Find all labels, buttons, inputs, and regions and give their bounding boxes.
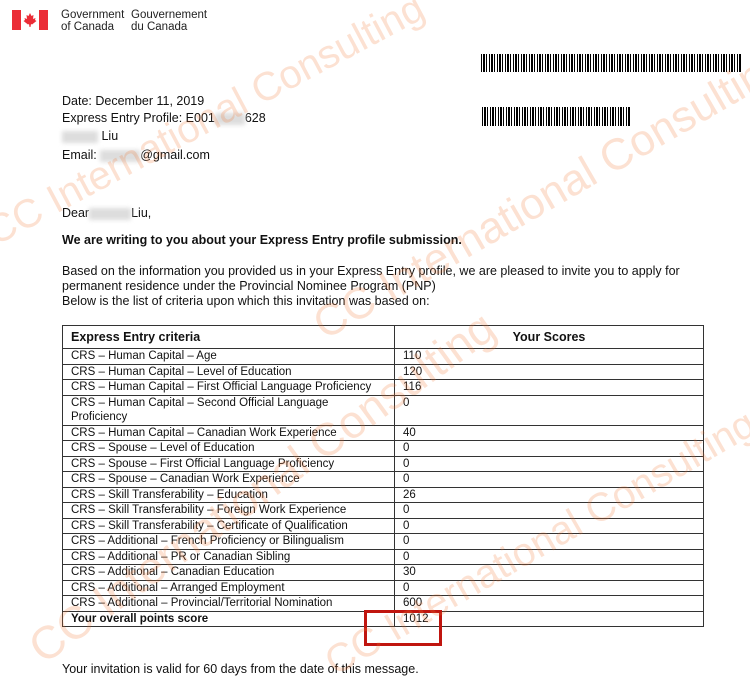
total-label: Your overall points score [62,610,395,627]
recipient-name: Liu [62,129,118,144]
criteria-cell: CRS – Additional – French Proficiency or… [62,533,395,550]
salutation: Dear Liu, [62,206,152,220]
letter-paragraph: Based on the information you provided us… [62,264,680,308]
score-cell: 110 [394,348,704,365]
table-row: CRS – Human Capital – Age 110 [62,348,704,365]
table-row: CRS – Human Capital – Level of Education… [62,363,704,380]
criteria-table: Express Entry criteria Your Scores CRS – … [62,325,704,627]
table-row: CRS – Spouse – Level of Education 0 [62,440,704,457]
criteria-cell: CRS – Spouse – First Official Language P… [62,455,395,472]
profile-number: Express Entry Profile: E001 628 [62,111,266,125]
table-row: CRS – Additional – PR or Canadian Siblin… [62,548,704,565]
recipient-email: Email: @gmail.com [62,148,210,162]
score-cell: 0 [394,455,704,472]
table-row: CRS – Human Capital – First Official Lan… [62,379,704,396]
criteria-cell: CRS – Spouse – Level of Education [62,440,395,457]
score-cell: 0 [394,533,704,550]
table-row: CRS – Spouse – Canadian Work Experience 0 [62,471,704,488]
table-row: CRS – Additional – Canadian Education 30 [62,564,704,581]
barcode [482,107,631,126]
total-score: 1012 [394,610,704,627]
table-row: CRS – Human Capital – Canadian Work Expe… [62,424,704,441]
score-cell: 0 [394,548,704,565]
score-cell: 0 [394,579,704,596]
score-highlight-box [364,610,442,646]
score-cell: 26 [394,486,704,503]
gov-en: Government of Canada [61,9,125,33]
score-cell: 0 [394,471,704,488]
score-cell: 120 [394,363,704,380]
validity-note: Your invitation is valid for 60 days fro… [62,662,419,676]
letter-heading: We are writing to you about your Express… [62,233,462,247]
gov-fr: Gouvernement du Canada [131,9,208,33]
criteria-cell: CRS – Spouse – Canadian Work Experience [62,471,395,488]
criteria-cell: CRS – Skill Transferability – Foreign Wo… [62,502,395,519]
criteria-cell: CRS – Human Capital – Age [62,348,395,365]
table-row: CRS – Skill Transferability – Certificat… [62,517,704,534]
score-cell: 116 [394,379,704,396]
criteria-cell: CRS – Additional – Arranged Employment [62,579,395,596]
score-cell: 0 [394,517,704,534]
table-row: CRS – Spouse – First Official Language P… [62,455,704,472]
criteria-cell: CRS – Human Capital – Canadian Work Expe… [62,424,395,441]
total-row: Your overall points score 1012 [62,610,704,627]
criteria-cell: CRS – Skill Transferability – Certificat… [62,517,395,534]
table-row: CRS – Human Capital – Second Official La… [62,394,704,426]
barcode [481,54,742,72]
score-cell: 0 [394,394,704,426]
letter-date: Date: December 11, 2019 [62,94,205,108]
table-row: CRS – Skill Transferability – Foreign Wo… [62,502,704,519]
score-cell: 40 [394,424,704,441]
criteria-cell: CRS – Human Capital – First Official Lan… [62,379,395,396]
table-row: CRS – Additional – Arranged Employment 0 [62,579,704,596]
scores-header: Your Scores [394,325,704,349]
criteria-cell: CRS – Additional – Provincial/Territoria… [62,595,395,612]
table-row: CRS – Skill Transferability – Education 2… [62,486,704,503]
criteria-cell: CRS – Human Capital – Second Official La… [62,394,395,426]
score-cell: 0 [394,440,704,457]
score-cell: 30 [394,564,704,581]
score-cell: 600 [394,595,704,612]
canada-flag-icon [12,10,48,30]
table-row: CRS – Additional – French Proficiency or… [62,533,704,550]
criteria-cell: CRS – Skill Transferability – Education [62,486,395,503]
criteria-cell: CRS – Human Capital – Level of Education [62,363,395,380]
score-cell: 0 [394,502,704,519]
criteria-cell: CRS – Additional – PR or Canadian Siblin… [62,548,395,565]
criteria-cell: CRS – Additional – Canadian Education [62,564,395,581]
table-row: CRS – Additional – Provincial/Territoria… [62,595,704,612]
criteria-header: Express Entry criteria [62,325,395,349]
